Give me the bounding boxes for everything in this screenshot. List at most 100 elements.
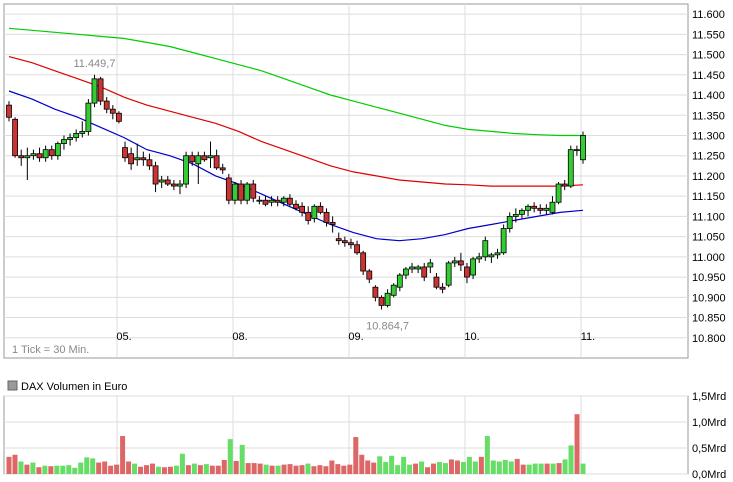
volume-bar [377,456,383,474]
candle-body [494,252,501,256]
y-tick-label: 11.550 [692,29,725,41]
volume-bar [514,458,520,474]
volume-bar [454,460,460,474]
volume-bar [251,463,257,474]
volume-bar [407,464,413,474]
candle-body [317,205,324,213]
candle-body [97,78,104,102]
candle-body [146,159,153,167]
volume-bar [18,461,24,474]
volume-bar [520,464,526,474]
candle-body [421,266,428,278]
y-tick-label: 11.100 [692,211,725,223]
candle-body [445,262,452,286]
candle-body [54,143,61,157]
candle-body [390,284,397,296]
volume-bar [275,465,281,474]
candle-body [482,240,489,258]
volume-bar [138,466,144,474]
y-tick-label: 1,5Mrd [692,391,726,403]
volume-bar [365,460,371,474]
moving-average-line [8,56,584,187]
candle-body [476,256,483,260]
volume-bar [347,464,353,474]
candle-body [580,135,586,161]
y-tick-label: 11.200 [692,171,725,183]
candle-body [24,155,31,159]
y-tick-label: 10.950 [692,272,726,284]
candle-body [341,240,348,244]
extreme-value-label: 10.864,7 [366,321,409,333]
candle-body [12,118,19,157]
volume-bar [544,463,550,474]
volume-bar [42,465,48,474]
volume-bar [556,463,562,474]
volume-bar [359,454,365,474]
volume-bar [120,436,126,474]
candle-body [225,177,232,201]
candle-body [378,296,385,306]
volume-bar [353,437,359,474]
candle-body [30,153,37,157]
candle-body [189,155,196,163]
volume-bar [431,463,437,474]
candle-body [6,104,12,118]
candle-body [531,205,538,209]
y-tick-label: 10.900 [692,292,726,304]
y-tick-label: 11.150 [692,191,725,203]
candle-body [79,131,86,134]
y-tick-label: 1,0Mrd [692,417,726,429]
volume-bar [114,464,120,474]
candle-body [164,179,171,185]
volume-bar [72,467,78,474]
volume-bar [502,459,508,474]
x-tick-label: 11. [581,331,595,343]
candle-body [280,197,287,203]
candle-body [103,100,110,110]
candle-body [348,242,354,246]
y-tick-label: 0,5Mrd [692,443,726,455]
volume-bar [263,464,269,474]
candle-body [274,199,281,203]
candle-body [335,238,342,242]
volume-chart: DAX Volumen in Euro 1,5Mrd 1,0Mrd 0,5Mrd 0,0… [3,380,726,481]
candle-body [268,199,275,203]
moving-average-line [8,27,583,137]
interval-note: 1 Tick = 30 Min. [12,344,89,356]
candle-body [512,213,519,217]
plot-area [3,3,689,359]
volume-bar [233,461,239,474]
volume-bar [484,436,490,474]
candle-body [177,183,183,187]
y-tick-label: 11.350 [692,110,725,122]
volume-bar [329,460,335,474]
volume-bar [437,462,442,474]
candle-body [519,209,525,215]
candle-body [244,183,251,201]
volume-bar [167,466,173,474]
volume-bar [30,462,36,474]
volume-bar [460,462,466,474]
y-tick-label: 11.450 [692,70,725,82]
candle-body [567,149,574,187]
volume-bar [341,465,347,474]
volume-bar [508,461,514,474]
candle-body [61,139,67,144]
candle-body [360,252,367,272]
y-tick-label: 0,0Mrd [692,469,726,481]
volume-bar [227,439,233,474]
candle-body [433,276,440,288]
y-tick-label: 10.850 [692,313,726,325]
candle-body [140,157,147,161]
volume-bar [389,455,395,474]
candle-body [573,149,580,152]
volume-bar [269,465,275,474]
candle-body [506,215,513,229]
x-tick-label: 05. [116,331,131,343]
volume-bar [96,462,102,474]
volume-bar [209,465,215,474]
candle-body [409,266,415,270]
volume-bar [526,464,532,474]
candle-body [415,266,422,270]
volume-bar [203,464,209,474]
